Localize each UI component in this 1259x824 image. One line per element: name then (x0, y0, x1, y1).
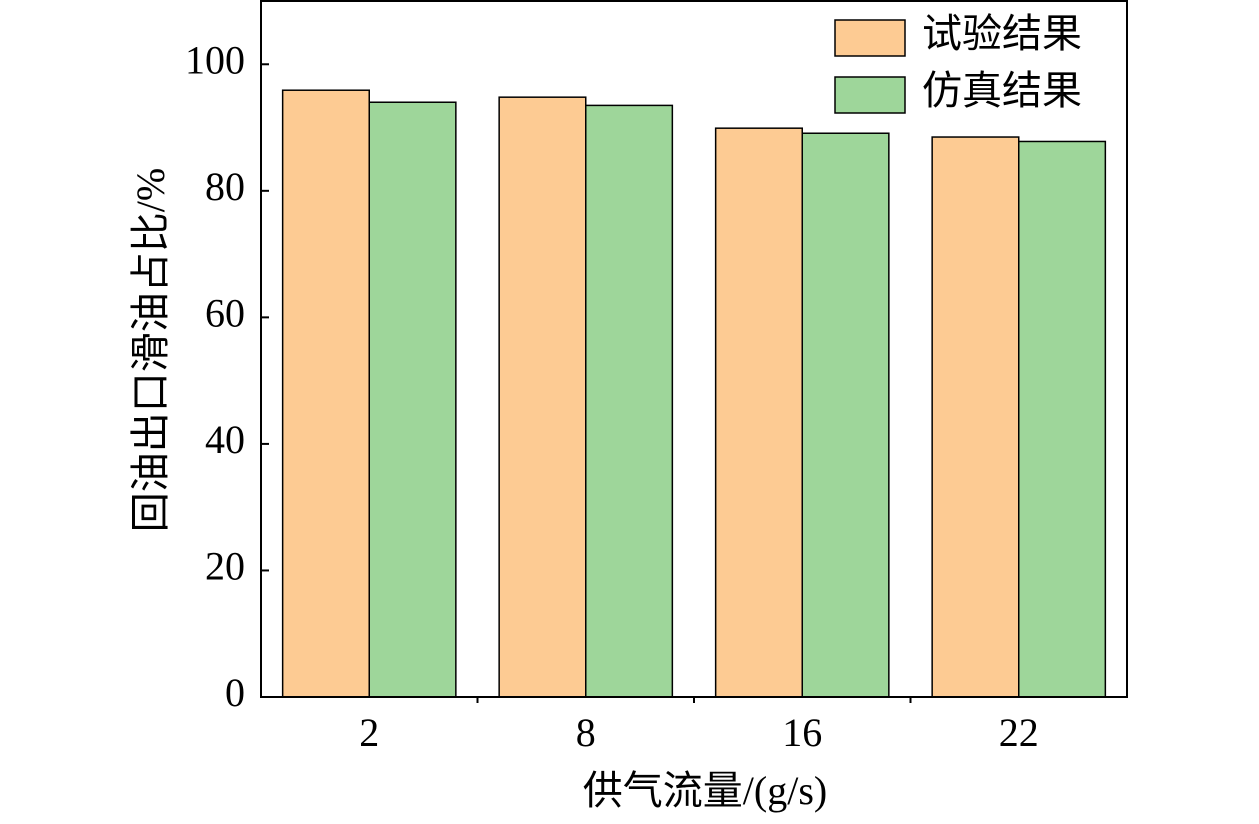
bar (281, 89, 370, 698)
legend-label: 试验结果 (922, 11, 1082, 56)
y-tick-label: 0 (225, 670, 245, 715)
bar (931, 136, 1020, 698)
bar (714, 127, 804, 698)
legend-label: 仿真结果 (922, 68, 1082, 113)
legend-swatch (834, 19, 906, 57)
y-tick-label: 60 (205, 291, 245, 336)
x-tick-label: 22 (999, 710, 1039, 755)
y-tick-label: 20 (205, 544, 245, 589)
y-tick-label: 100 (185, 37, 245, 82)
x-tick-label: 2 (359, 710, 379, 755)
bar (368, 101, 457, 698)
bar (801, 132, 890, 698)
y-tick-label: 80 (205, 164, 245, 209)
bar (498, 96, 587, 698)
x-tick-label: 16 (782, 710, 822, 755)
plot-frame (260, 0, 1128, 698)
x-tick-label: 8 (576, 710, 596, 755)
x-axis-label: 供气流量/(g/s) (583, 768, 827, 813)
bar (585, 104, 674, 698)
y-axis-label: 回油出口滑油占比/% (128, 168, 173, 532)
y-tick-label: 40 (205, 417, 245, 462)
legend-swatch (834, 76, 906, 114)
bar (1018, 140, 1107, 698)
